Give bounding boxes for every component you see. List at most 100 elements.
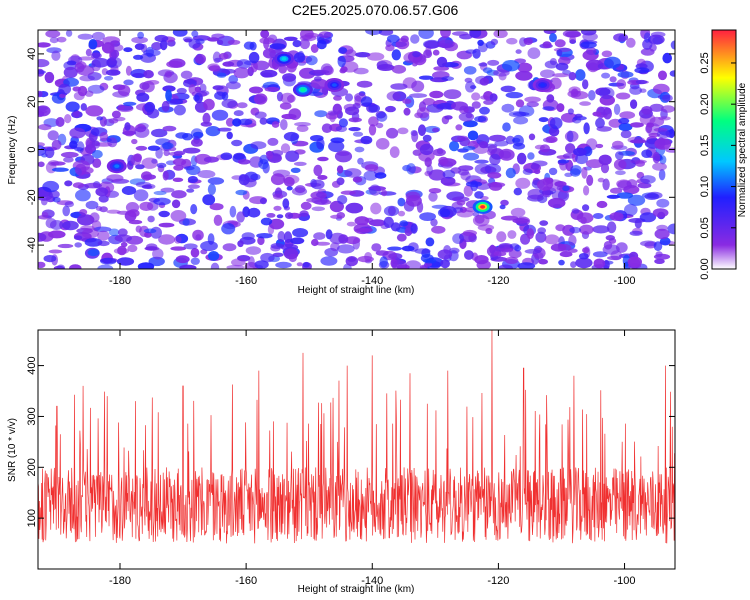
spectrogram-cell xyxy=(410,34,420,44)
spectrogram-cell xyxy=(479,141,489,149)
spectrogram-cell xyxy=(368,104,381,113)
spectrogram-cell xyxy=(574,113,583,119)
spectrogram-cell xyxy=(147,145,161,151)
spectrogram-cell xyxy=(366,52,385,61)
spectrogram-cell xyxy=(452,31,469,36)
spectrogram-cell xyxy=(474,116,487,123)
spectrogram-cell xyxy=(412,51,421,58)
spectrogram-cell xyxy=(419,212,436,222)
snr-series-line xyxy=(38,330,675,544)
spectrogram-cell xyxy=(203,156,219,163)
y-tick-label: 40 xyxy=(26,48,38,60)
spectrogram-cell xyxy=(182,218,190,226)
spectrogram-cell xyxy=(451,101,468,111)
spectrogram-cell xyxy=(665,147,675,153)
spectrogram-cell xyxy=(542,41,552,48)
spectrogram-cell xyxy=(455,124,463,131)
spectrogram-cell xyxy=(283,36,298,41)
spectrogram-cell xyxy=(107,58,118,66)
spectrogram-cell xyxy=(533,169,541,175)
spectrogram-cell xyxy=(629,230,643,236)
spectrogram-cell xyxy=(97,264,114,269)
spectrogram-cell xyxy=(41,211,49,218)
spectrogram-cell xyxy=(38,70,46,75)
spectrogram-cell xyxy=(336,177,345,186)
spectrogram-cell xyxy=(233,110,244,117)
spectrogram-cell xyxy=(640,48,655,56)
colorbar-tick-label: 0.25 xyxy=(699,52,711,73)
spectrogram-cell xyxy=(190,128,203,140)
spectrogram-cell xyxy=(263,37,270,50)
spectrogram-cell xyxy=(75,189,91,202)
spectrogram-cell xyxy=(276,214,284,219)
spectrogram-cell xyxy=(221,68,236,74)
spectrogram-cell xyxy=(193,94,200,102)
spectrogram-cell xyxy=(513,187,522,196)
spectrogram-cell xyxy=(348,127,361,132)
spectrogram-cell xyxy=(153,197,171,206)
spectrogram-cell xyxy=(260,217,273,226)
spectrogram-cell xyxy=(147,215,155,223)
spectrogram-cell xyxy=(465,81,476,93)
spectrogram-cell xyxy=(368,124,377,136)
spectrogram-cell xyxy=(667,223,675,235)
spectrogram-cell xyxy=(62,205,70,217)
x-tick-label: -140 xyxy=(361,575,383,587)
spectrogram-cell xyxy=(114,234,132,242)
spectrogram-cell xyxy=(570,261,577,268)
spectrogram-cell xyxy=(502,122,511,132)
x-tick-label: -100 xyxy=(614,575,636,587)
spectrogram-cell xyxy=(158,210,170,218)
spectrogram-cell xyxy=(93,226,112,233)
spectrogram-cell xyxy=(354,216,370,226)
spectrogram-cell xyxy=(38,105,51,117)
spectrogram-cell xyxy=(360,135,373,145)
spectrogram-cell xyxy=(452,196,470,202)
spectrogram-cell xyxy=(155,147,163,159)
spectrogram-cell xyxy=(582,79,589,90)
spectrogram-cell xyxy=(557,159,570,164)
spectrogram-cell xyxy=(500,199,509,206)
spectrogram-cell xyxy=(42,180,60,193)
spectrogram-cell xyxy=(659,155,667,165)
spectrogram-cell xyxy=(44,71,55,84)
spectrogram-cell xyxy=(499,204,506,210)
spectrogram-cell xyxy=(209,203,224,211)
spectrogram-cell xyxy=(431,225,446,234)
spectrogram-cell xyxy=(282,198,290,209)
spectrogram-cell xyxy=(256,233,273,239)
spectrogram-cell xyxy=(615,242,628,253)
spectrogram-cell xyxy=(92,150,103,159)
spectrogram-cell xyxy=(478,62,488,67)
spectrogram-cell xyxy=(91,57,110,68)
spectrogram-cell xyxy=(170,246,186,251)
spectrogram-cell xyxy=(542,106,555,111)
spectrogram-cell xyxy=(646,122,655,128)
spectrogram-cell xyxy=(321,123,333,133)
spectrogram-cell xyxy=(190,204,198,215)
spectrogram-cell xyxy=(615,92,631,100)
spectrogram-cell xyxy=(208,251,220,261)
spectrogram-cell xyxy=(87,249,100,257)
spectrogram-cell xyxy=(52,167,69,172)
spectrogram-cell xyxy=(536,178,554,191)
spectrogram-cell xyxy=(404,227,413,237)
spectrogram-cell xyxy=(345,49,357,58)
spectrogram-cell xyxy=(428,191,438,202)
spectrogram-cell xyxy=(221,223,236,235)
spectrogram-cell xyxy=(194,86,202,93)
spectrogram-cell xyxy=(336,165,344,174)
spectrogram-cell xyxy=(615,170,626,176)
spectrogram-cell xyxy=(101,42,115,54)
spectrogram-cell xyxy=(310,191,327,200)
spectrogram-cell xyxy=(402,98,412,104)
colorbar-tick-label: 0.00 xyxy=(699,258,711,279)
spectrogram-cell xyxy=(387,246,403,251)
spectrogram-cell xyxy=(508,249,522,259)
spectrogram-cell xyxy=(538,117,549,123)
spectrogram-cell xyxy=(390,222,401,232)
spectrogram-cell xyxy=(133,54,144,60)
spectrogram-cell xyxy=(92,31,105,41)
spectrogram-cell xyxy=(102,36,121,45)
spectrogram-cell xyxy=(273,205,282,211)
